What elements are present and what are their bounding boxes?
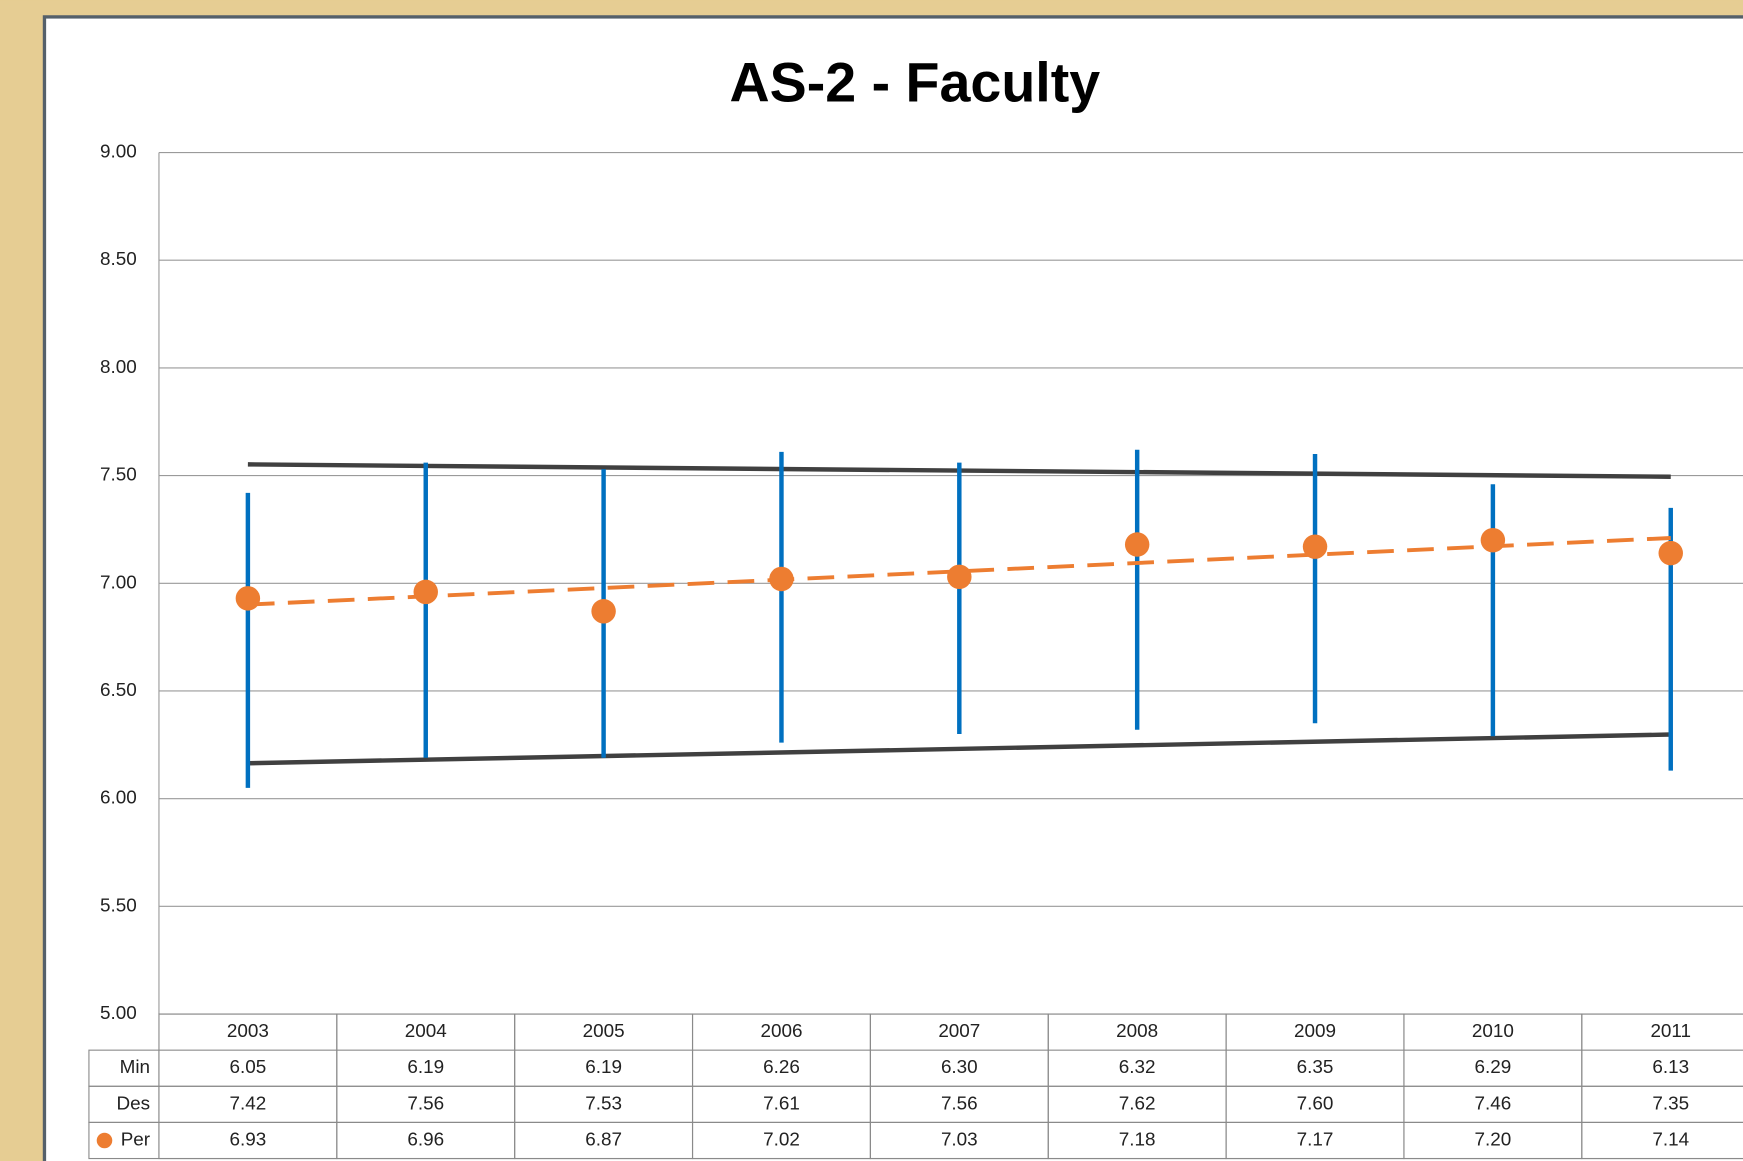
- per-dot: [1480, 527, 1506, 553]
- table-value: 7.18: [1119, 1129, 1156, 1150]
- table-value: 6.26: [763, 1057, 800, 1078]
- per-trendline: [247, 536, 1671, 607]
- table-value: 6.19: [585, 1057, 622, 1078]
- table-value: 7.60: [1297, 1093, 1334, 1114]
- chart-panel: [42, 15, 1743, 1161]
- table-value: 6.96: [407, 1129, 444, 1150]
- legend-marker: [96, 1132, 113, 1149]
- table-value: 7.46: [1475, 1093, 1512, 1114]
- y-tick-label: 8.50: [100, 249, 137, 270]
- y-tick-label: 7.50: [100, 465, 137, 486]
- table-value: 6.32: [1119, 1057, 1156, 1078]
- per-dot: [1302, 534, 1328, 559]
- y-tick-label: 6.00: [100, 788, 137, 809]
- per-dot: [413, 579, 438, 605]
- table-value: 6.13: [1652, 1057, 1689, 1078]
- per-dot: [1658, 540, 1683, 566]
- per-dot: [591, 599, 616, 624]
- y-tick-label: 5.50: [100, 895, 137, 916]
- x-tick-label: 2006: [760, 1021, 802, 1042]
- y-tick-label: 7.00: [100, 572, 137, 593]
- per-dot: [235, 586, 261, 611]
- table-value: 7.35: [1652, 1093, 1689, 1114]
- table-value: 7.61: [763, 1093, 800, 1114]
- y-tick-label: 6.50: [100, 680, 137, 701]
- table-value: 7.56: [407, 1093, 444, 1114]
- per-dot: [947, 564, 972, 590]
- table-value: 7.17: [1297, 1129, 1334, 1150]
- x-tick-label: 2007: [938, 1021, 980, 1042]
- table-value: 6.35: [1297, 1057, 1334, 1078]
- table-value: 6.19: [407, 1057, 444, 1078]
- x-tick-label: 2009: [1294, 1021, 1336, 1042]
- table-value: 7.62: [1119, 1093, 1156, 1114]
- x-tick-label: 2010: [1472, 1021, 1514, 1042]
- table-value: 7.20: [1475, 1129, 1512, 1150]
- x-tick-label: 2003: [227, 1021, 269, 1042]
- table-value: 6.87: [585, 1129, 622, 1150]
- y-tick-label: 5.00: [100, 1003, 137, 1024]
- y-tick-label: 9.00: [100, 142, 137, 163]
- x-tick-label: 2011: [1650, 1021, 1691, 1042]
- table-value: 6.29: [1475, 1057, 1512, 1078]
- y-tick-label: 8.00: [100, 357, 137, 378]
- chart-title: AS-2 - Faculty: [730, 52, 1101, 114]
- x-tick-label: 2005: [583, 1021, 625, 1042]
- table-value: 7.42: [230, 1093, 267, 1114]
- table-value: 7.02: [763, 1129, 800, 1150]
- table-value: 6.93: [230, 1129, 267, 1150]
- x-tick-label: 2008: [1116, 1021, 1158, 1042]
- table-value: 7.53: [585, 1093, 622, 1114]
- table-value: 7.56: [941, 1093, 978, 1114]
- table-value: 6.05: [230, 1057, 267, 1078]
- row-label: Min: [120, 1057, 150, 1078]
- table-value: 6.30: [941, 1057, 978, 1078]
- row-label: Des: [116, 1093, 150, 1114]
- table-value: 7.14: [1652, 1129, 1689, 1150]
- x-tick-label: 2004: [405, 1021, 447, 1042]
- row-label: Per: [121, 1129, 150, 1150]
- table-row: [88, 1121, 1743, 1160]
- min-trendline: [247, 732, 1671, 766]
- per-dot: [769, 566, 794, 592]
- table-value: 7.03: [941, 1129, 978, 1150]
- per-dot: [1124, 532, 1150, 557]
